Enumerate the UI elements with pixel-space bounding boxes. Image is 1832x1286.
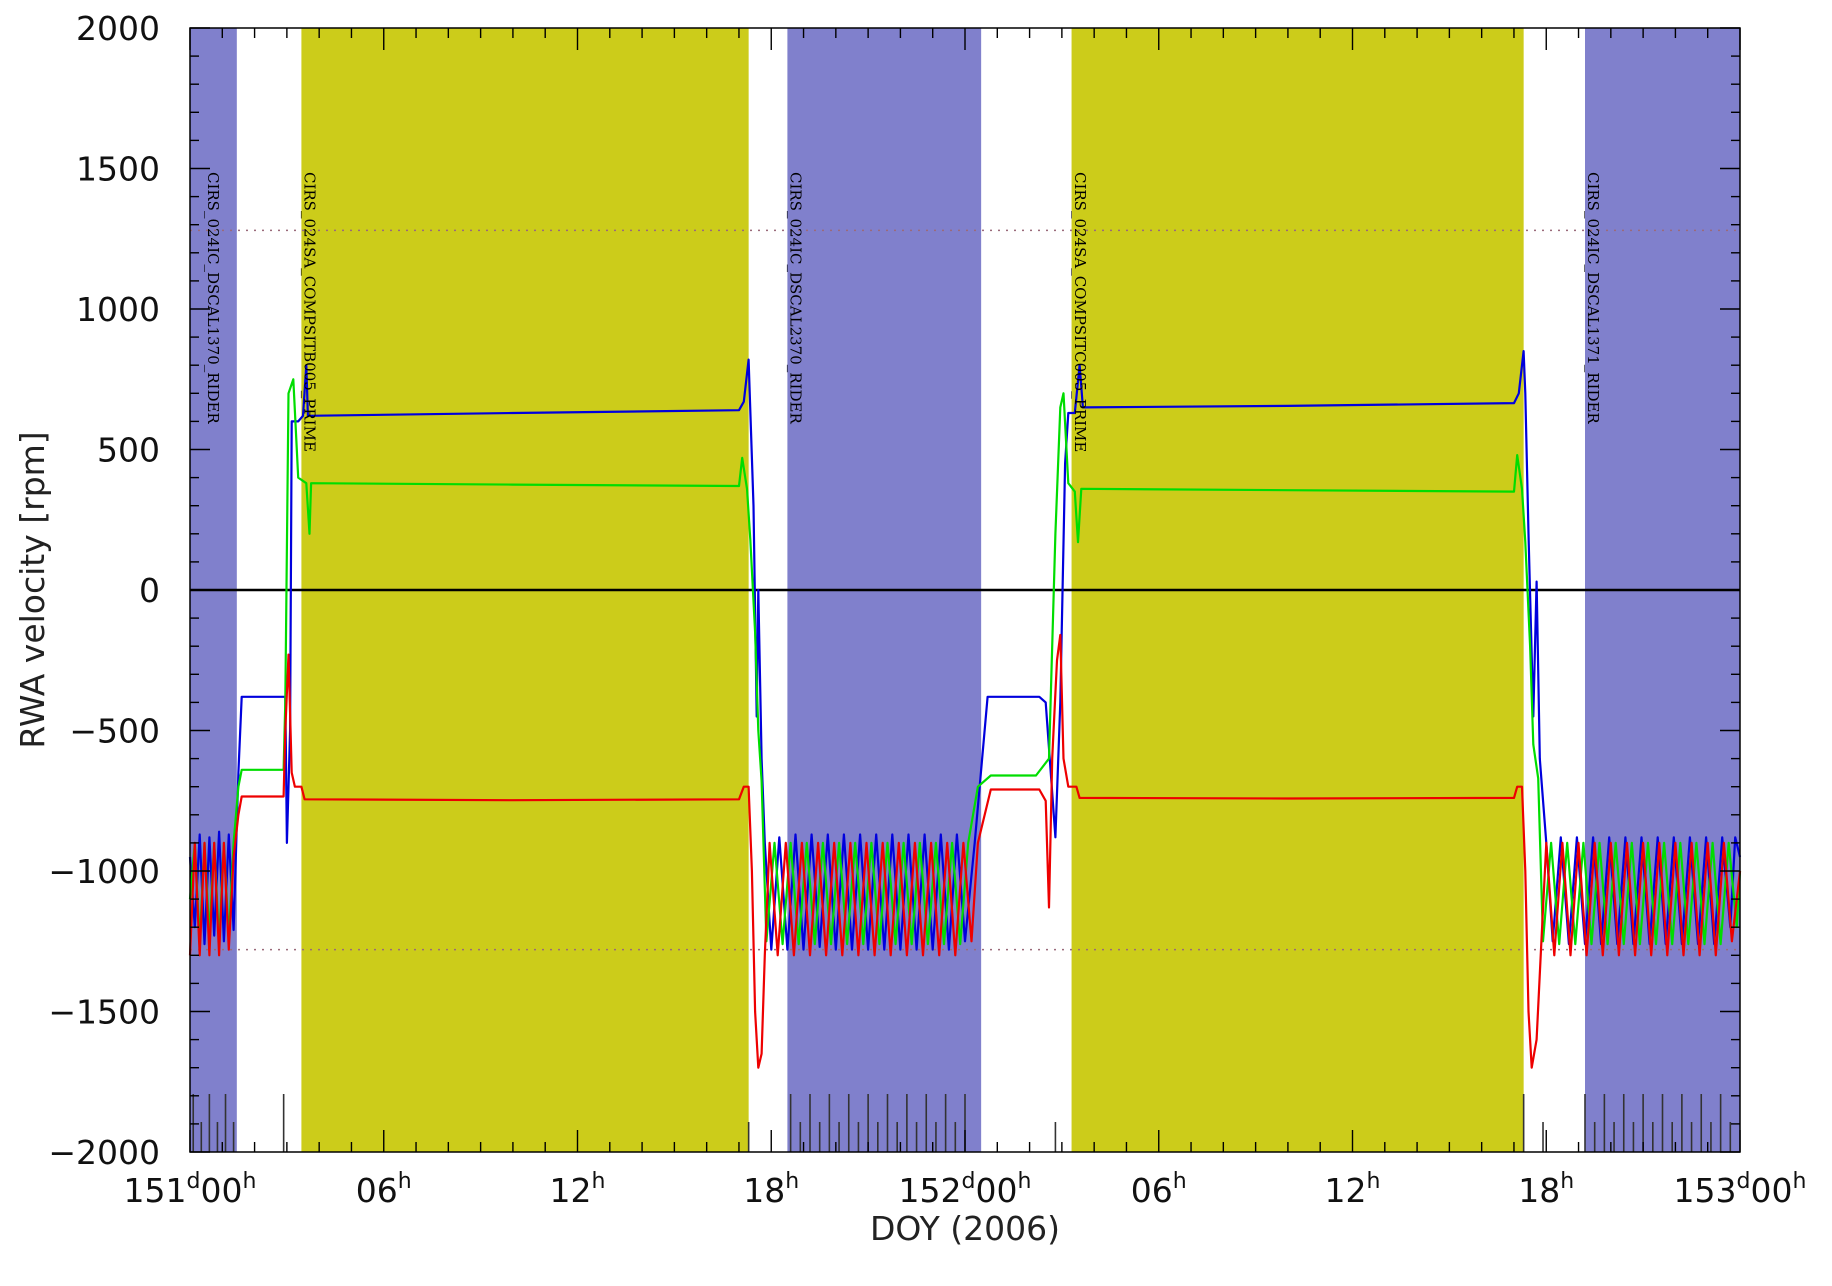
x-tick-sup: h bbox=[1018, 1169, 1032, 1194]
x-tick-minor: 06 bbox=[356, 1171, 398, 1210]
x-tick-sup: h bbox=[243, 1169, 257, 1194]
series-line-2 bbox=[188, 633, 1742, 1069]
y-tick-label: −2000 bbox=[48, 1133, 160, 1172]
x-tick-sup: h bbox=[1173, 1169, 1187, 1194]
x-tick-label: 06h bbox=[356, 1169, 412, 1210]
series-line-1 bbox=[188, 378, 1742, 946]
y-tick-label: −1500 bbox=[48, 993, 160, 1032]
y-tick-label: 2000 bbox=[76, 9, 160, 48]
x-tick-label: 152d00h bbox=[899, 1169, 1032, 1210]
observation-label: CIRS_024IC_DSCAL1371_RIDER bbox=[1584, 172, 1602, 424]
x-tick-minor: 00 bbox=[201, 1171, 243, 1210]
x-tick-minor: 18 bbox=[743, 1171, 785, 1210]
x-tick-sup: h bbox=[398, 1169, 412, 1194]
observation-label: CIRS_024IC_DSCAL1370_RIDER bbox=[204, 172, 222, 424]
y-tick-label: 0 bbox=[139, 571, 160, 610]
x-tick-sup: h bbox=[1793, 1169, 1807, 1194]
x-tick-minor: 18 bbox=[1518, 1171, 1560, 1210]
x-tick-sup: h bbox=[592, 1169, 606, 1194]
x-tick-minor: 12 bbox=[1325, 1171, 1367, 1210]
x-tick-label: 12h bbox=[550, 1169, 606, 1210]
x-tick-sup: h bbox=[1367, 1169, 1381, 1194]
x-tick-label: 12h bbox=[1325, 1169, 1381, 1210]
y-tick-label: 500 bbox=[97, 431, 160, 470]
x-tick-sup: h bbox=[785, 1169, 799, 1194]
x-axis-title: DOY (2006) bbox=[870, 1209, 1060, 1248]
data-series bbox=[188, 350, 1742, 1069]
x-tick-minor: 12 bbox=[550, 1171, 592, 1210]
observation-label: CIRS_024SA_COMPSITC005_PRIME bbox=[1071, 172, 1089, 452]
x-tick-major: 152 bbox=[899, 1171, 962, 1210]
x-tick-sup: d bbox=[1737, 1169, 1751, 1194]
y-tick-label: −500 bbox=[69, 712, 160, 751]
reference-lines bbox=[190, 229, 1740, 951]
observation-labels: CIRS_024IC_DSCAL1370_RIDER CIRS_024SA_COM… bbox=[204, 172, 1602, 452]
axis-ticks bbox=[189, 27, 1741, 1153]
x-tick-label: 18h bbox=[743, 1169, 799, 1210]
x-tick-minor: 00 bbox=[976, 1171, 1018, 1210]
x-tick-major: 153 bbox=[1674, 1171, 1737, 1210]
x-tick-label: 06h bbox=[1131, 1169, 1187, 1210]
x-tick-labels: 151d00h 06h 12h 18h 152d00h 06h 12h 18h 153d00h bbox=[124, 1169, 1807, 1210]
y-tick-label: 1000 bbox=[76, 290, 160, 329]
x-tick-minor: 00 bbox=[1751, 1171, 1793, 1210]
x-tick-label: 153d00h bbox=[1674, 1169, 1807, 1210]
y-axis-title: RWA velocity [rpm] bbox=[13, 431, 52, 748]
observation-label: CIRS_024SA_COMPSITB005_PRIME bbox=[301, 172, 319, 452]
x-tick-sup: d bbox=[187, 1169, 201, 1194]
event-ticks bbox=[192, 1094, 1732, 1152]
x-tick-sup: d bbox=[962, 1169, 976, 1194]
observation-label: CIRS_024IC_DSCAL2370_RIDER bbox=[787, 172, 805, 424]
y-tick-labels: 2000 1500 1000 500 0 −500 −1000 −1500 −2000 bbox=[48, 9, 160, 1172]
y-tick-label: 1500 bbox=[76, 150, 160, 189]
y-tick-label: −1000 bbox=[48, 852, 160, 891]
x-tick-minor: 06 bbox=[1131, 1171, 1173, 1210]
x-tick-label: 18h bbox=[1518, 1169, 1574, 1210]
x-tick-major: 151 bbox=[124, 1171, 187, 1210]
x-tick-sup: h bbox=[1560, 1169, 1574, 1194]
x-tick-label: 151d00h bbox=[124, 1169, 257, 1210]
